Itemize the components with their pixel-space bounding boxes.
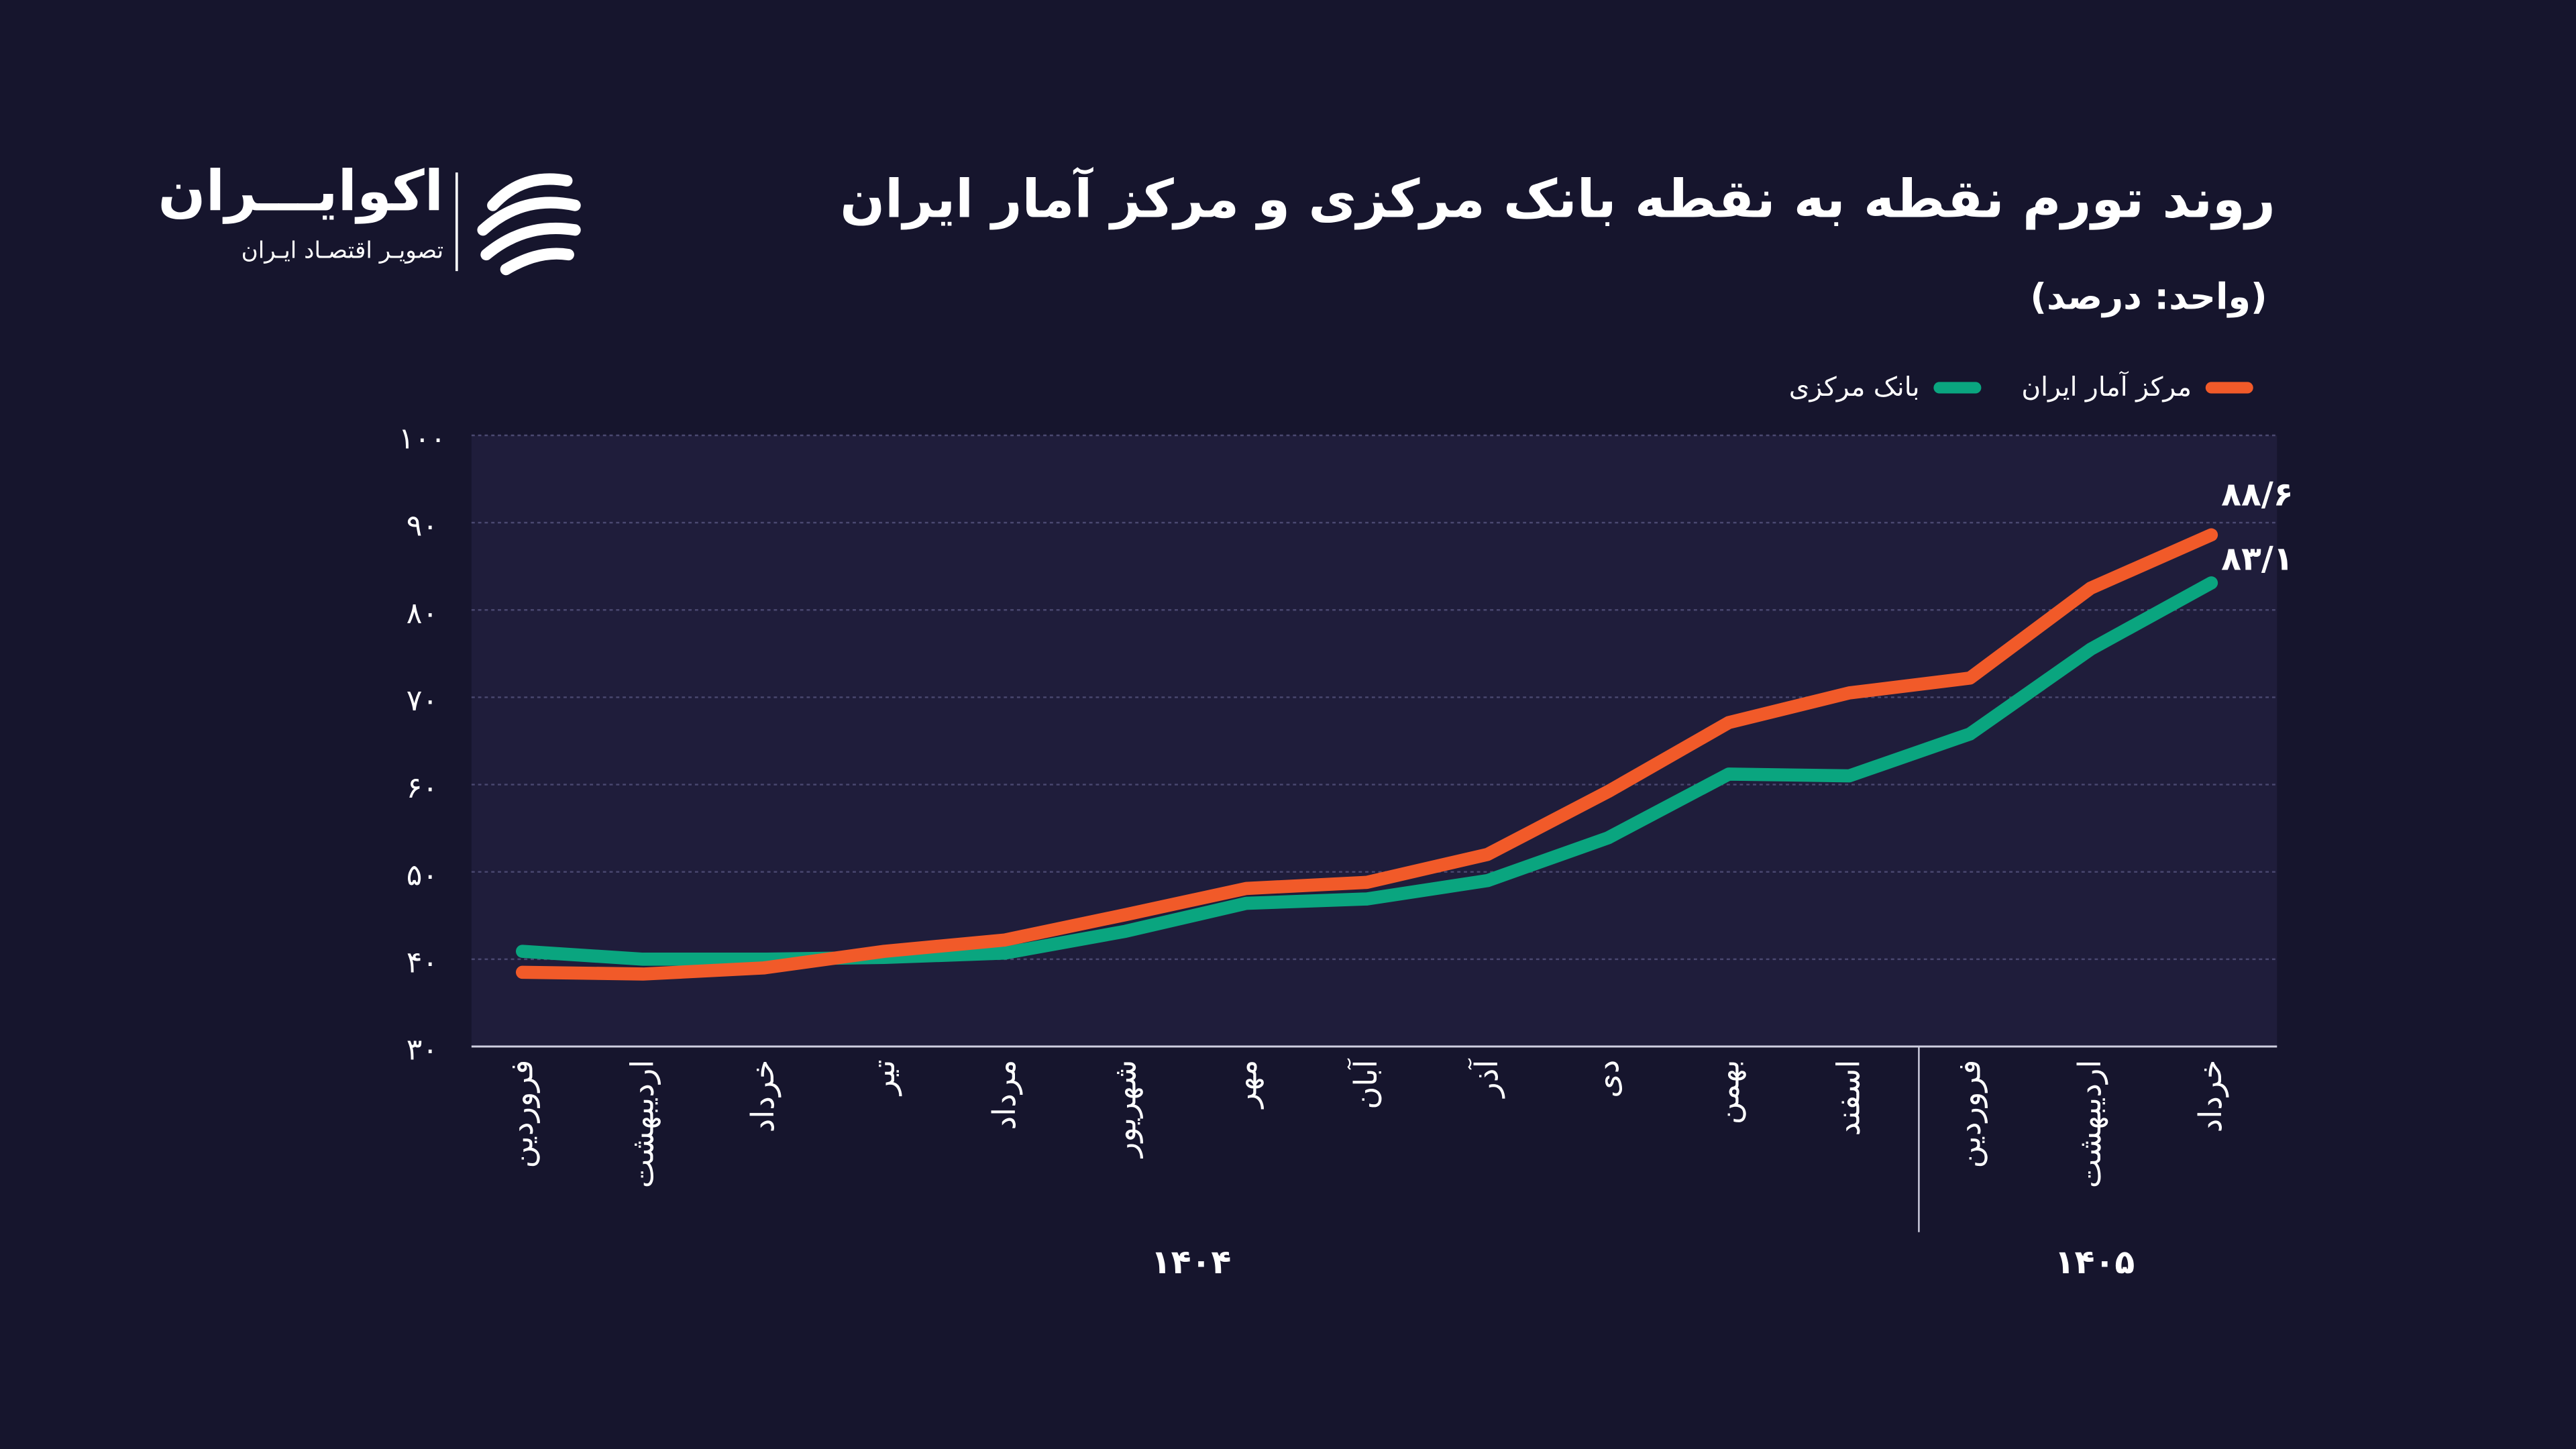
x-tick-label: خرداد bbox=[2192, 1060, 2229, 1133]
x-tick-label: مرداد bbox=[986, 1060, 1023, 1130]
x-tick-label: فروردین bbox=[1951, 1060, 1988, 1169]
x-tick-label: خرداد bbox=[745, 1060, 782, 1133]
legend-label: بانک مرکزی bbox=[1789, 372, 1920, 402]
logo-name: اکوایـــران bbox=[158, 158, 444, 224]
year-label: ۱۴۰۵ bbox=[2055, 1243, 2135, 1281]
legend-label: مرکز آمار ایران bbox=[2021, 371, 2192, 402]
chart-title: روند تورم نقطه به نقطه بانک مرکزی و مرکز… bbox=[840, 166, 2275, 229]
x-tick-label: آبان bbox=[1347, 1059, 1384, 1110]
series-line bbox=[515, 528, 2218, 981]
y-tick-label: ۳۰ bbox=[407, 1033, 438, 1067]
plot-area bbox=[471, 435, 2277, 1046]
x-tick-label: آذر bbox=[1468, 1059, 1505, 1099]
value-label: ۸۸/۶ bbox=[2221, 475, 2294, 513]
chart-subtitle: (واحد: درصد) bbox=[2030, 275, 2267, 317]
y-tick-label: ۶۰ bbox=[407, 771, 438, 805]
y-tick-label: ۵۰ bbox=[407, 858, 438, 892]
y-tick-label: ۴۰ bbox=[407, 945, 438, 979]
y-tick-label: ۹۰ bbox=[407, 509, 438, 543]
y-tick-label: ۱۰۰ bbox=[398, 422, 446, 456]
logo-tagline: تصویـر اقتصـاد ایـران bbox=[241, 237, 444, 264]
x-tick-label: بهمن bbox=[1710, 1060, 1747, 1125]
x-tick-label: دی bbox=[1589, 1060, 1625, 1098]
x-tick-label: اردیبهشت bbox=[2072, 1060, 2108, 1189]
year-label: ۱۴۰۴ bbox=[1151, 1243, 1232, 1281]
y-tick-label: ۷۰ bbox=[407, 684, 438, 718]
x-tick-label: مهر bbox=[1227, 1060, 1264, 1110]
x-tick-label: تیر bbox=[865, 1060, 902, 1097]
x-tick-label: فروردین bbox=[503, 1060, 540, 1169]
x-tick-label: اسفند bbox=[1831, 1060, 1867, 1136]
y-tick-label: ۸۰ bbox=[407, 596, 438, 631]
x-tick-label: شهریور bbox=[1107, 1060, 1144, 1159]
x-tick-label: اردیبهشت bbox=[624, 1060, 660, 1189]
logo-icon bbox=[477, 173, 581, 276]
value-label: ۸۳/۱ bbox=[2221, 539, 2294, 578]
